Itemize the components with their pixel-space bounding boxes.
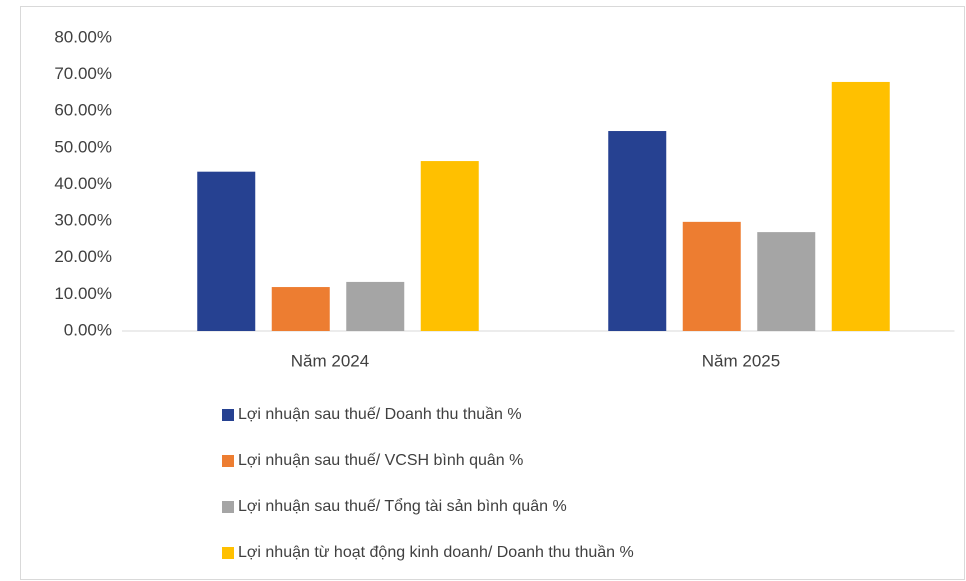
y-tick-label: 0.00% [64,320,112,339]
bar [271,287,330,331]
y-tick-label: 10.00% [54,284,112,303]
chart-border [20,6,965,580]
bar [608,131,667,331]
legend-swatch [222,455,234,467]
x-tick-label: Năm 2024 [291,351,369,370]
y-tick-label: 80.00% [54,27,112,46]
y-tick-label: 50.00% [54,137,112,156]
legend-label: Lợi nhuận sau thuế/ Doanh thu thuần % [238,406,522,423]
legend-swatch [222,547,234,559]
y-tick-label: 60.00% [54,101,112,120]
bar [757,232,816,331]
legend-swatch [222,409,234,421]
y-tick-label: 40.00% [54,174,112,193]
legend-label: Lợi nhuận sau thuế/ VCSH bình quân % [238,452,523,469]
legend-swatch [222,501,234,513]
bar [346,281,405,331]
bar [682,221,741,331]
y-tick-label: 30.00% [54,211,112,230]
bar [197,171,256,331]
y-tick-label: 70.00% [54,64,112,83]
legend-label: Lợi nhuận sau thuế/ Tổng tài sản bình qu… [238,497,567,515]
legend-label: Lợi nhuận từ hoạt động kinh doanh/ Doanh… [238,544,634,561]
bar [831,81,890,331]
x-tick-label: Năm 2025 [702,351,780,370]
y-tick-label: 20.00% [54,247,112,266]
bar [420,161,479,331]
